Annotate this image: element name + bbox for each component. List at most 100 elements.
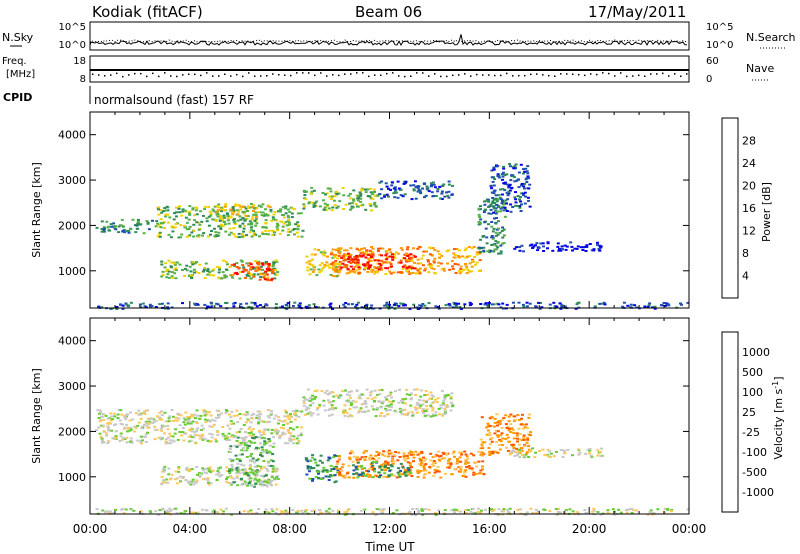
power-cell (409, 258, 413, 261)
noise-tick-bottom-right: 10^0 (706, 40, 733, 51)
power-cell (386, 306, 390, 308)
power-cell (513, 196, 517, 199)
velocity-cell (388, 404, 392, 407)
power-cell (478, 251, 482, 253)
power-cell (266, 279, 270, 282)
velocity-cell (517, 419, 521, 422)
velocity-cell (141, 425, 145, 428)
power-cell (151, 219, 154, 222)
power-cell (360, 188, 364, 191)
power-cell (482, 249, 486, 252)
velocity-cell (257, 422, 260, 425)
power-cell (359, 194, 363, 197)
velocity-cell (365, 473, 369, 476)
power-cell (419, 262, 423, 265)
velocity-cell (541, 448, 545, 451)
velocity-cell (269, 459, 273, 462)
time-tick-label: 12:00 (372, 522, 407, 536)
power-cell (244, 268, 248, 271)
velocity-cell (333, 474, 337, 477)
power-cell (408, 308, 412, 310)
power-cell (164, 215, 168, 218)
velocity-cell (462, 471, 466, 474)
velocity-cell (414, 407, 418, 410)
velocity-cell (119, 432, 123, 435)
velocity-cell (339, 394, 343, 397)
beam-title: Beam 06 (355, 3, 422, 21)
power-cell (113, 227, 117, 230)
velocity-cell (178, 475, 182, 478)
nave-dot (326, 75, 328, 77)
velocity-cell (233, 468, 237, 471)
velocity-cell (292, 438, 296, 441)
power-cell (369, 268, 373, 271)
power-cell (438, 253, 441, 256)
power-cell (501, 175, 505, 178)
power-cell (253, 302, 257, 304)
velocity-cell (274, 414, 278, 417)
velocity-cell (309, 460, 313, 462)
velocity-cell (270, 484, 274, 487)
power-cell (321, 199, 325, 202)
velocity-cell (326, 399, 330, 402)
power-cell (515, 179, 519, 182)
power-cell (137, 223, 141, 226)
velocity-cell (225, 466, 229, 469)
power-cell (194, 304, 198, 306)
velocity-cell (358, 458, 362, 461)
velocity-cell (356, 476, 360, 479)
velocity-cell (157, 436, 161, 439)
power-cell (349, 262, 353, 264)
velocity-cell (357, 475, 361, 478)
nave-dot (416, 72, 418, 74)
noise-sky-trace (89, 34, 688, 47)
velocity-cell (354, 468, 358, 471)
power-cell (454, 272, 458, 274)
power-cell (423, 269, 427, 272)
power-cell (164, 262, 168, 265)
velocity-cell (380, 412, 384, 414)
power-cell (138, 223, 142, 226)
power-cell (164, 209, 168, 212)
velocity-cell (200, 424, 204, 427)
power-cell (389, 272, 393, 275)
power-cell (407, 260, 411, 263)
nave-dot (122, 75, 124, 78)
velocity-cell (140, 427, 144, 430)
power-cell (560, 304, 564, 307)
velocity-cell (521, 413, 524, 416)
power-cell (501, 188, 505, 191)
velocity-cell (383, 467, 386, 470)
velocity-cell (178, 431, 182, 433)
power-cell (434, 305, 438, 308)
power-cell (509, 203, 513, 206)
nave-dot (236, 73, 238, 76)
power-cell (313, 248, 317, 251)
velocity-cell (426, 414, 430, 417)
power-cell (136, 227, 140, 230)
velocity-cell (464, 475, 468, 478)
velocity-cell (337, 455, 341, 458)
power-cell (175, 215, 178, 218)
power-cell (408, 267, 412, 270)
power-cell (417, 307, 421, 310)
velocity-cell (420, 508, 424, 511)
velocity-cell (182, 417, 186, 420)
power-cell (564, 248, 568, 251)
velocity-cell (170, 473, 174, 476)
power-cell (347, 260, 351, 263)
power-cell (237, 236, 241, 239)
velocity-y-tick-label: 2000 (58, 425, 86, 438)
velocity-cell (400, 473, 404, 476)
power-cell (311, 265, 315, 268)
velocity-cell (265, 468, 269, 470)
velocity-cell (419, 464, 423, 467)
velocity-cell (203, 477, 207, 480)
nave-dot (614, 75, 616, 77)
power-cell (160, 260, 164, 263)
power-cell (256, 273, 260, 276)
velocity-cell (261, 448, 265, 451)
power-cell (188, 225, 192, 228)
velocity-cell (554, 508, 558, 510)
power-cell (490, 191, 494, 194)
